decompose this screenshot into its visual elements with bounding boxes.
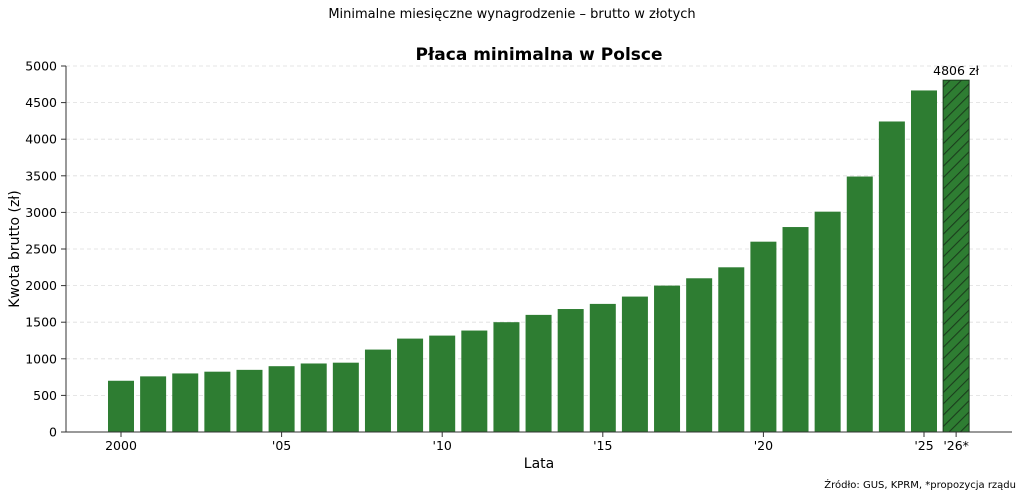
y-axis-label: Kwota brutto (zł) (7, 190, 23, 307)
bar-2015 (589, 303, 616, 432)
bar-2018 (686, 278, 713, 432)
x-tick-label: '20 (754, 438, 773, 453)
y-tick-label: 500 (33, 388, 57, 403)
y-tick-label: 4500 (25, 95, 57, 110)
bars-group (108, 79, 970, 433)
bar-2006 (300, 363, 327, 432)
y-tick-label: 1500 (25, 315, 57, 330)
bar-2010 (429, 335, 456, 432)
bar-2008 (364, 349, 391, 432)
chart-suptitle: Minimalne miesięczne wynagrodzenie – bru… (328, 7, 695, 22)
bar-2016 (621, 296, 648, 432)
x-tick-label: '05 (272, 438, 291, 453)
y-tick-label: 3000 (25, 205, 57, 220)
bar-2007 (332, 362, 359, 432)
x-tick-label: '26* (943, 438, 969, 453)
y-tick-label: 0 (49, 425, 57, 440)
x-axis-label: Lata (524, 456, 554, 472)
bar-2020 (750, 241, 777, 432)
y-tick-label: 3500 (25, 168, 57, 183)
bar-2022 (814, 211, 841, 432)
bar-2001 (140, 376, 167, 432)
bar-2002 (172, 373, 199, 432)
y-axis-ticks: 0 500 1000 1500 2000 2500 3000 3500 4000 4500 5000 (25, 59, 66, 440)
bar-2009 (397, 338, 424, 432)
x-tick-label: '15 (593, 438, 612, 453)
bar-2021 (782, 227, 809, 432)
chart-title: Płaca minimalna w Polsce (416, 45, 663, 65)
bar-2017 (654, 285, 681, 432)
y-tick-label: 1000 (25, 351, 57, 366)
highlight-value-label: 4806 zł (933, 63, 979, 78)
source-note: Źródło: GUS, KPRM, *propozycja rządu (824, 478, 1016, 491)
bar-2024 (878, 121, 905, 433)
x-tick-label: 2000 (105, 438, 137, 453)
y-tick-label: 2500 (25, 242, 57, 257)
bar-2014 (557, 309, 584, 432)
x-tick-label: '25 (914, 438, 933, 453)
bar-2019 (718, 267, 745, 432)
x-axis-ticks: 2000 '05 '10 '15 '20 '25 '26* (105, 432, 969, 453)
bar-2011 (461, 330, 488, 432)
x-tick-label: '10 (433, 438, 452, 453)
bar-2000 (108, 380, 134, 432)
y-tick-label: 2000 (25, 278, 57, 293)
y-tick-label: 4000 (25, 132, 57, 147)
bar-2012 (493, 322, 520, 432)
bar-2003 (204, 371, 231, 432)
bar-2004 (236, 369, 263, 432)
bar-2005 (268, 366, 295, 432)
y-tick-label: 5000 (25, 59, 57, 74)
bar-2026-projected (942, 79, 970, 433)
bar-2023 (846, 176, 873, 432)
bar-2013 (525, 314, 552, 432)
bar-2025 (911, 90, 937, 433)
